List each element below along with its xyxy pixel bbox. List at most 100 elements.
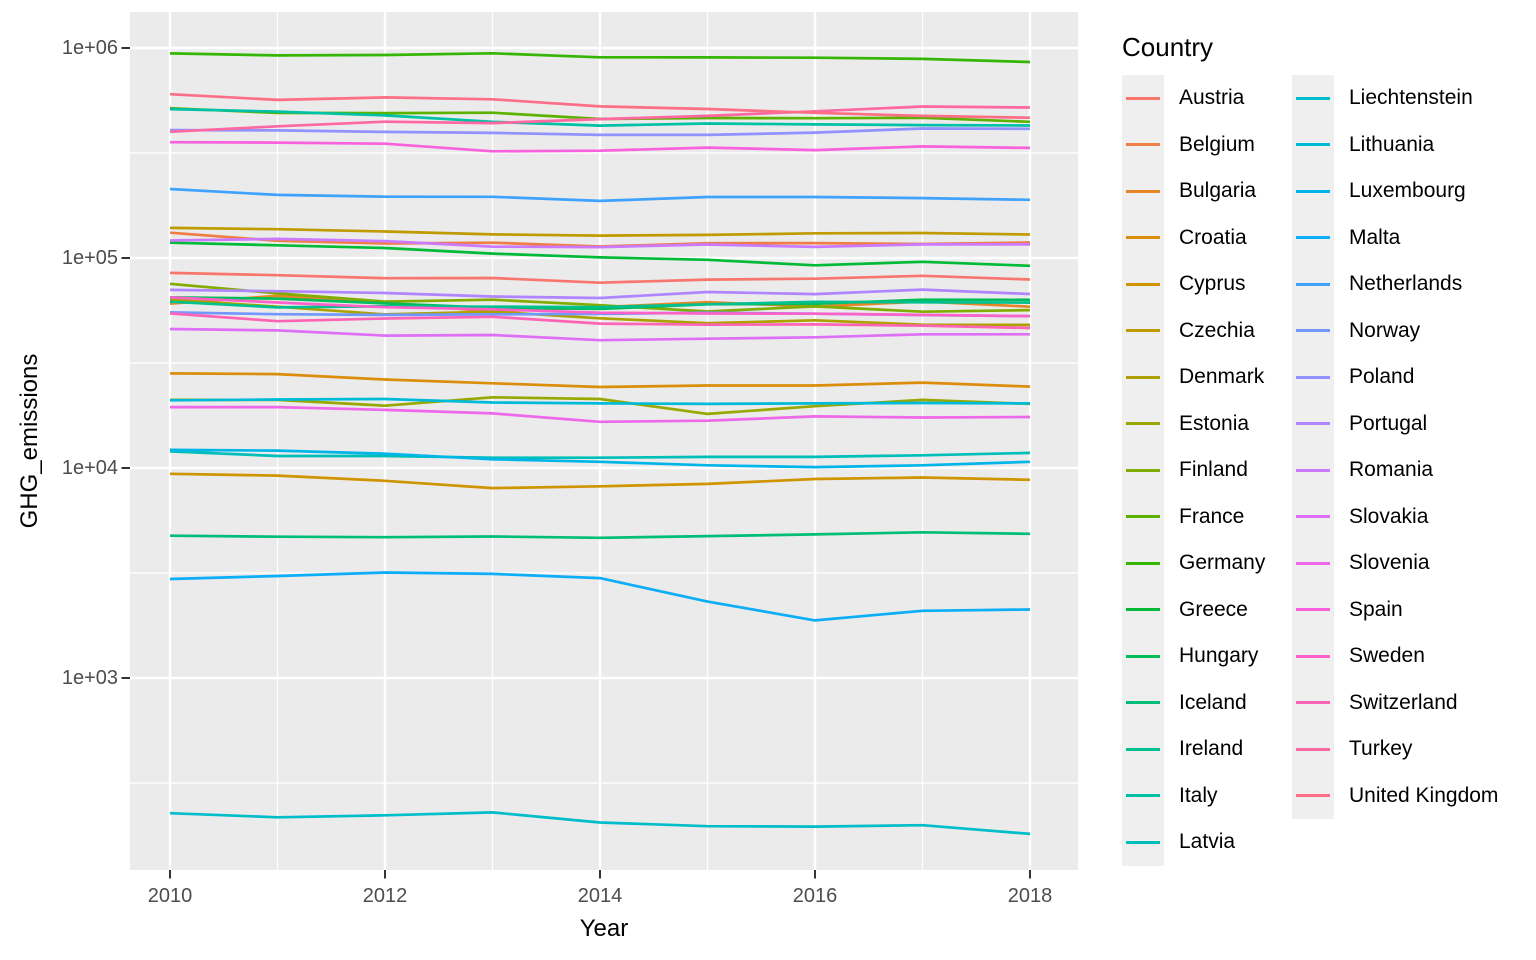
legend-item: France — [1122, 493, 1265, 540]
x-tick-label: 2012 — [362, 885, 408, 907]
legend-label: Malta — [1349, 225, 1401, 249]
legend-swatch-line — [1126, 96, 1160, 100]
legend-swatch-line — [1126, 189, 1160, 193]
line-finland — [169, 282, 1031, 314]
line-romania — [169, 237, 1030, 249]
legend-label: Finland — [1179, 458, 1248, 482]
legend-item: Germany — [1122, 540, 1265, 587]
legend-label: Liechtenstein — [1349, 86, 1473, 110]
legend-swatch-line — [1296, 794, 1330, 798]
x-tick-label: 2016 — [792, 885, 838, 907]
legend-key — [1122, 307, 1164, 354]
legend-item: Poland — [1292, 354, 1498, 401]
legend-swatch-line — [1126, 608, 1160, 612]
legend-key — [1292, 121, 1334, 168]
legend-key — [1122, 633, 1164, 680]
y-tick-label: 1e+06 — [61, 37, 118, 59]
legend: Country Austria Belgium Bulgaria Croatia Cyp… — [1100, 0, 1536, 960]
legend-item: Denmark — [1122, 354, 1265, 401]
line-lithuania — [169, 397, 1031, 406]
legend-item: Belgium — [1122, 121, 1265, 168]
legend-label: Estonia — [1179, 411, 1250, 435]
legend-label: Luxembourg — [1349, 179, 1466, 203]
legend-key — [1292, 307, 1334, 354]
legend-key — [1292, 261, 1334, 308]
legend-swatch-line — [1126, 654, 1160, 658]
legend-item: Cyprus — [1122, 261, 1265, 308]
legend-key — [1122, 214, 1164, 261]
legend-key — [1122, 75, 1164, 122]
legend-swatch-line — [1126, 794, 1160, 798]
line-czechia — [169, 226, 1031, 237]
legend-item: Czechia — [1122, 307, 1265, 354]
legend-key — [1292, 168, 1334, 215]
legend-key — [1122, 447, 1164, 494]
line-denmark — [169, 298, 1031, 327]
y-tick-label: 1e+05 — [61, 247, 118, 269]
legend-swatch-line — [1126, 329, 1160, 333]
legend-title: Country — [1122, 32, 1214, 62]
legend-key — [1292, 586, 1334, 633]
legend-key — [1292, 447, 1334, 494]
legend-key — [1122, 772, 1164, 819]
legend-item: Italy — [1122, 772, 1265, 819]
legend-key — [1122, 400, 1164, 447]
legend-key — [1292, 540, 1334, 587]
line-turkey — [169, 105, 1031, 134]
line-malta — [169, 571, 1031, 622]
legend-item: Slovakia — [1292, 493, 1498, 540]
line-austria — [169, 271, 1031, 285]
legend-column-1: Austria Belgium Bulgaria Croatia Cyprus Czech… — [1122, 75, 1265, 866]
legend-key — [1292, 214, 1334, 261]
line-luxembourg — [169, 448, 1031, 469]
legend-key — [1292, 493, 1334, 540]
legend-key — [1122, 261, 1164, 308]
legend-label: Lithuania — [1349, 132, 1435, 156]
legend-item: Ireland — [1122, 726, 1265, 773]
legend-label: Netherlands — [1349, 272, 1463, 296]
legend-label: Norway — [1349, 318, 1421, 342]
legend-key — [1292, 726, 1334, 773]
legend-label: Slovakia — [1349, 504, 1429, 528]
x-tick-label: 2014 — [577, 885, 623, 907]
legend-key — [1122, 493, 1164, 540]
legend-swatch-line — [1296, 608, 1330, 612]
legend-item: Norway — [1292, 307, 1498, 354]
legend-label: Switzerland — [1349, 690, 1458, 714]
legend-swatch-line — [1296, 143, 1330, 147]
legend-swatch-line — [1296, 96, 1330, 100]
legend-item: Turkey — [1292, 726, 1498, 773]
legend-swatch-line — [1296, 329, 1330, 333]
legend-swatch-line — [1126, 747, 1160, 751]
legend-item: Latvia — [1122, 819, 1265, 866]
legend-label: Hungary — [1179, 644, 1259, 668]
legend-item: Romania — [1292, 447, 1498, 494]
legend-swatch-line — [1126, 515, 1160, 519]
legend-swatch-line — [1126, 701, 1160, 705]
legend-item: Austria — [1122, 75, 1265, 122]
legend-swatch-line — [1126, 375, 1160, 379]
legend-label: Sweden — [1349, 644, 1425, 668]
legend-key — [1292, 772, 1334, 819]
legend-item: Portugal — [1292, 400, 1498, 447]
legend-swatch-line — [1296, 561, 1330, 565]
legend-label: Slovenia — [1349, 551, 1430, 575]
legend-label: Iceland — [1179, 690, 1247, 714]
y-tick-label: 1e+04 — [61, 457, 118, 479]
legend-swatch-line — [1126, 143, 1160, 147]
legend-item: Liechtenstein — [1292, 75, 1498, 122]
legend-key — [1122, 168, 1164, 215]
y-tick-label: 1e+03 — [61, 667, 118, 689]
legend-swatch-line — [1126, 236, 1160, 240]
legend-key — [1122, 819, 1164, 866]
line-slovakia — [169, 327, 1030, 342]
legend-swatch-line — [1296, 236, 1330, 240]
line-poland — [169, 127, 1031, 137]
legend-item: Sweden — [1292, 633, 1498, 680]
legend-label: France — [1179, 504, 1245, 528]
legend-label: Turkey — [1349, 737, 1413, 761]
legend-label: Portugal — [1349, 411, 1428, 435]
legend-label: Czechia — [1179, 318, 1255, 342]
